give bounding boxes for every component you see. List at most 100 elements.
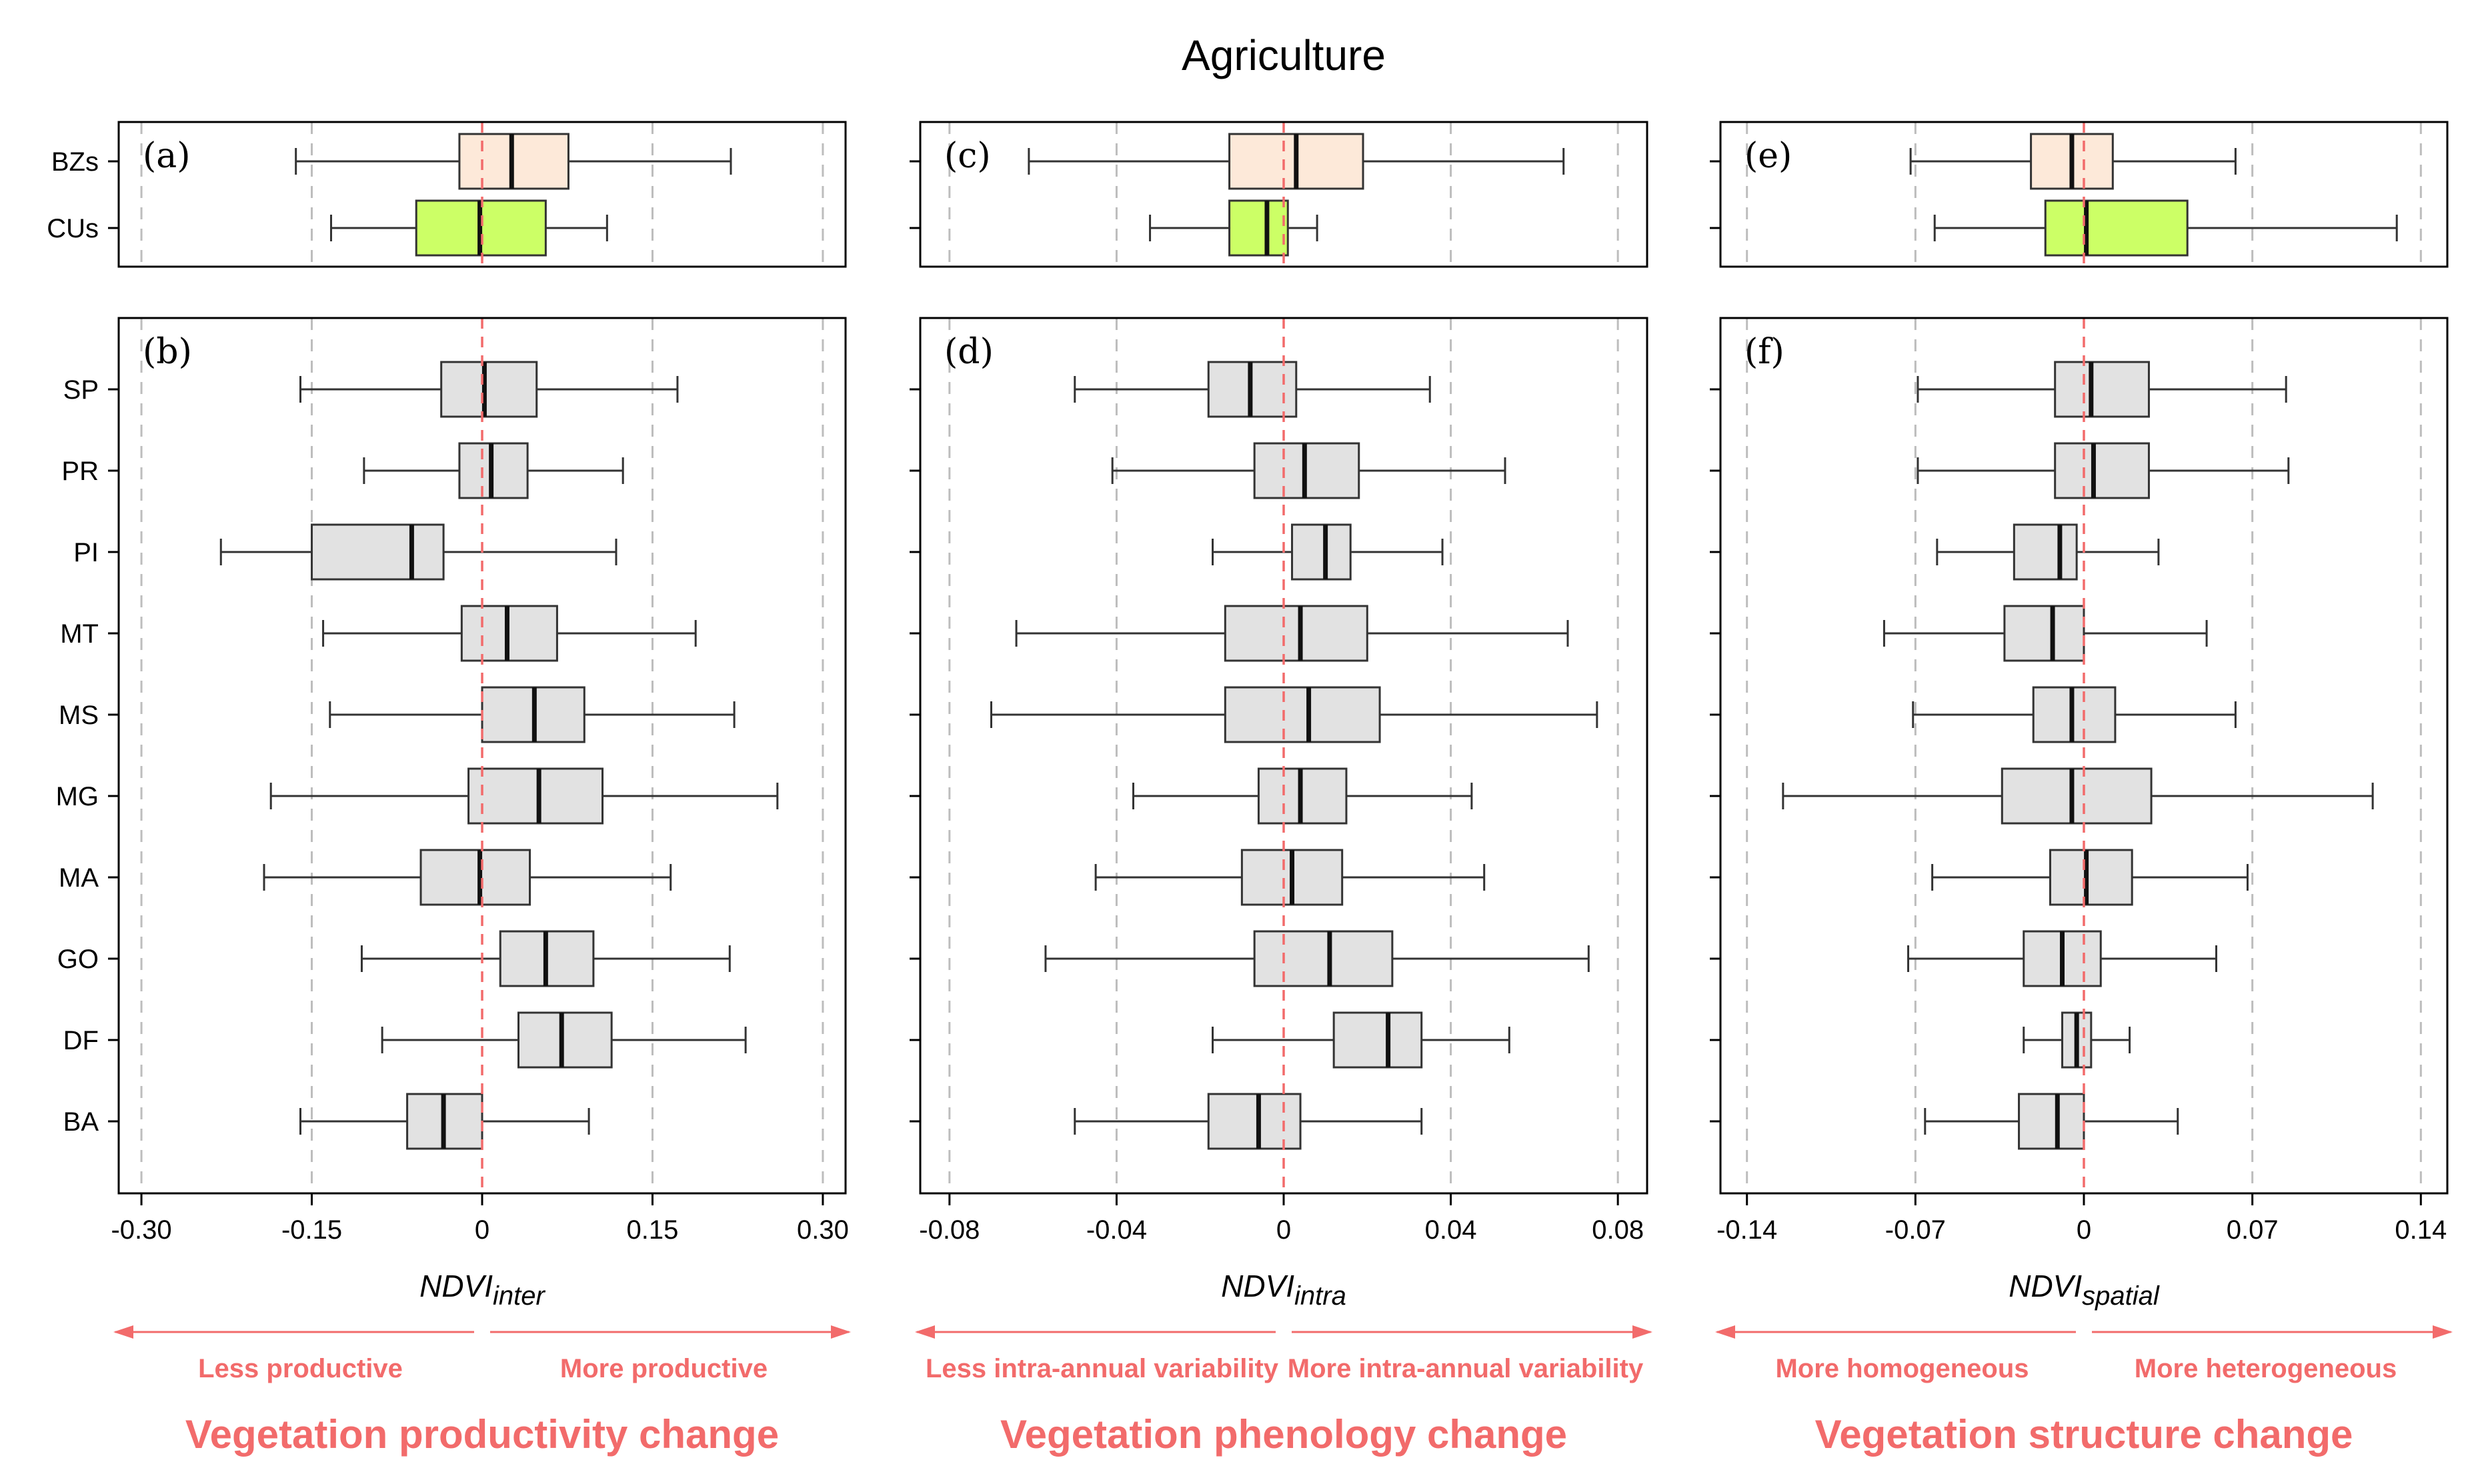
x-tick-label: 0 bbox=[475, 1215, 489, 1245]
direction-label-right: More intra-annual variability bbox=[1288, 1354, 1644, 1383]
group-label: Vegetation structure change bbox=[1815, 1412, 2353, 1457]
x-axis-title-subscript: spatial bbox=[2082, 1281, 2160, 1311]
x-axis-title: NDVIinter bbox=[419, 1269, 545, 1311]
x-tick-label: 0.08 bbox=[1592, 1215, 1644, 1245]
arrow-right-head bbox=[1632, 1325, 1652, 1339]
box-iqr bbox=[1253, 930, 1394, 987]
box-sp bbox=[1074, 361, 1431, 418]
panel-frame bbox=[919, 121, 1648, 268]
box-iqr bbox=[440, 361, 538, 418]
box-cus bbox=[329, 199, 608, 257]
panel-tag: (c) bbox=[944, 136, 991, 176]
x-tick-label: -0.08 bbox=[919, 1215, 980, 1245]
box-df bbox=[381, 1011, 747, 1069]
x-tick-label: 0 bbox=[1276, 1215, 1291, 1245]
box-go bbox=[1907, 930, 2218, 987]
box-sp bbox=[1917, 361, 2287, 418]
category-label: MA bbox=[59, 863, 99, 893]
panel-d: (d) -0.08 -0.04 0 0.04 0.08 NDVIintra bbox=[910, 317, 1648, 1311]
panel-f: (f) -0.14 -0.07 0 0.07 0.14 NDVIspatial bbox=[1710, 317, 2449, 1311]
group-label: Vegetation productivity change bbox=[185, 1412, 779, 1457]
x-tick-label: -0.14 bbox=[1716, 1215, 1777, 1245]
box-mg bbox=[1132, 767, 1473, 825]
box-mg bbox=[1782, 767, 2374, 825]
category-label: PR bbox=[61, 457, 99, 486]
box-iqr bbox=[2013, 523, 2078, 581]
box-ma bbox=[1931, 849, 2249, 906]
box-iqr bbox=[517, 1011, 613, 1069]
annotation-1: Less productive More productive Vegetation… bbox=[113, 1325, 851, 1457]
box-ba bbox=[1924, 1093, 2179, 1150]
x-tick-label: 0 bbox=[2077, 1215, 2091, 1245]
box-mg bbox=[269, 767, 779, 825]
box-go bbox=[1044, 930, 1590, 987]
panel-b: (b) SP PR PI MT MS MG MA GO DF BA -0.30 -0.15 0 0.15 0.… bbox=[56, 317, 849, 1311]
box-go bbox=[360, 930, 731, 987]
x-axis-title-subscript: inter bbox=[493, 1281, 545, 1311]
box-iqr bbox=[1332, 1011, 1423, 1069]
box-ba bbox=[299, 1093, 590, 1150]
box-iqr bbox=[2054, 361, 2150, 418]
arrow-left-head bbox=[1715, 1325, 1735, 1339]
arrow-left-head bbox=[915, 1325, 935, 1339]
x-tick-label: -0.04 bbox=[1086, 1215, 1147, 1245]
x-axis-title: NDVIintra bbox=[1221, 1269, 1346, 1311]
panel-tag: (e) bbox=[1744, 136, 1792, 176]
category-label: BZs bbox=[51, 147, 99, 177]
box-iqr bbox=[1224, 686, 1381, 743]
box-pr bbox=[1917, 442, 2290, 499]
panel-tag: (d) bbox=[944, 332, 994, 372]
box-pi bbox=[1936, 523, 2160, 581]
panel-tag: (b) bbox=[143, 332, 192, 372]
box-ba bbox=[1074, 1093, 1423, 1150]
box-iqr bbox=[2018, 1093, 2085, 1150]
direction-label-left: Less productive bbox=[198, 1354, 403, 1383]
panel-e: (e) bbox=[1710, 121, 2449, 268]
box-iqr bbox=[2044, 199, 2189, 257]
box-mt bbox=[1015, 605, 1569, 662]
direction-label-left: More homogeneous bbox=[1775, 1354, 2029, 1383]
annotation-2: Less intra-annual variability More intra-… bbox=[915, 1325, 1652, 1457]
chart-title: Agriculture bbox=[1182, 31, 1386, 79]
box-iqr bbox=[311, 523, 445, 581]
panel-tag: (a) bbox=[143, 136, 191, 176]
x-tick-label: -0.15 bbox=[281, 1215, 342, 1245]
box-ms bbox=[1912, 686, 2237, 743]
box-iqr bbox=[1291, 523, 1352, 581]
x-tick-label: 0.14 bbox=[2395, 1215, 2447, 1245]
category-label: BA bbox=[63, 1107, 99, 1137]
panel-frame bbox=[1719, 121, 2449, 268]
panel-c: (c) bbox=[910, 121, 1648, 268]
direction-label-right: More productive bbox=[560, 1354, 768, 1383]
x-axis-title-subscript: intra bbox=[1294, 1281, 1346, 1311]
box-bzs bbox=[1909, 133, 2237, 190]
box-cus bbox=[1933, 199, 2398, 257]
arrow-left-head bbox=[113, 1325, 133, 1339]
box-iqr bbox=[2001, 767, 2153, 825]
x-tick-label: 0.07 bbox=[2227, 1215, 2279, 1245]
panel-a: (a) BZs CUs bbox=[47, 121, 847, 268]
box-cus bbox=[1149, 199, 1318, 257]
x-axis-title-base: NDVI bbox=[2009, 1269, 2082, 1303]
box-pi bbox=[1212, 523, 1444, 581]
box-pi bbox=[219, 523, 617, 581]
box-iqr bbox=[2049, 849, 2133, 906]
box-df bbox=[2023, 1011, 2131, 1069]
category-label: PI bbox=[73, 538, 99, 567]
box-pr bbox=[1111, 442, 1506, 499]
box-bzs bbox=[295, 133, 732, 190]
box-ma bbox=[263, 849, 672, 906]
category-label: MS bbox=[59, 701, 99, 730]
box-iqr bbox=[2054, 442, 2150, 499]
x-tick-label: 0.30 bbox=[797, 1215, 849, 1245]
arrow-right-head bbox=[2433, 1325, 2453, 1339]
x-axis-title: NDVIspatial bbox=[2009, 1269, 2160, 1311]
x-tick-label: 0.15 bbox=[627, 1215, 679, 1245]
x-tick-label: 0.04 bbox=[1425, 1215, 1477, 1245]
category-label: MT bbox=[60, 619, 99, 649]
category-label: SP bbox=[63, 375, 99, 405]
box-pr bbox=[363, 442, 624, 499]
category-label: MG bbox=[56, 782, 99, 811]
box-sp bbox=[299, 361, 679, 418]
